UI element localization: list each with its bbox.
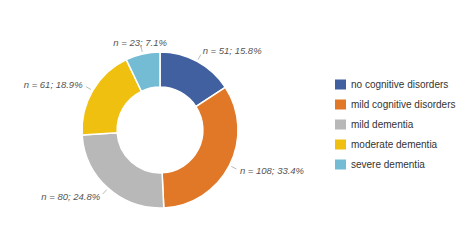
data-label: n = 108; 33.4% <box>240 165 305 176</box>
legend-swatch <box>335 140 346 150</box>
data-label: n = 51; 15.8% <box>203 45 262 56</box>
data-label: n = 80; 24.8% <box>41 191 100 202</box>
legend-label: moderate dementia <box>351 139 438 150</box>
connector <box>198 55 201 60</box>
slices <box>82 52 238 208</box>
labels: n = 51; 15.8% n = 108; 33.4% n = 80; 24.8%… <box>24 37 305 202</box>
connector <box>86 87 91 90</box>
legend-label: no cognitive disorders <box>351 79 448 90</box>
data-label: n = 23; 7.1% <box>113 37 167 48</box>
legend-swatch <box>335 120 346 130</box>
legend-swatch <box>335 80 346 90</box>
legend-swatch <box>335 100 346 110</box>
legend-label: mild cognitive disorders <box>351 99 456 110</box>
legend: no cognitive disorders mild cognitive dis… <box>335 79 456 170</box>
connector <box>231 166 236 169</box>
data-label: n = 61; 18.9% <box>24 79 83 90</box>
slice <box>162 87 238 208</box>
legend-label: severe dementia <box>351 159 425 170</box>
connector <box>103 190 107 194</box>
slice <box>126 52 160 91</box>
legend-swatch <box>335 160 346 170</box>
legend-label: mild dementia <box>351 119 414 130</box>
chart: n = 51; 15.8% n = 108; 33.4% n = 80; 24.8%… <box>0 0 474 249</box>
